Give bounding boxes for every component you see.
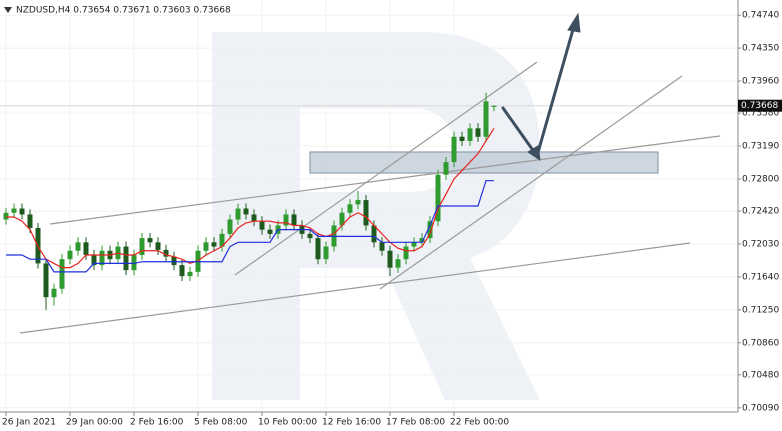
x-tick-label: 10 Feb 00:00 [258,418,317,428]
candle-body [411,242,417,247]
candle-body [483,101,489,137]
y-tick-label: 0.72030 [742,239,779,249]
candle-body [179,265,185,277]
candle-body [51,288,57,298]
candle-body [323,246,329,260]
candle-body [171,256,177,266]
x-tick-label: 2 Feb 16:00 [130,418,184,428]
candle-body [491,105,497,107]
candle-body [475,128,481,137]
candle-body [267,229,273,234]
y-tick-label: 0.71250 [742,305,779,315]
candle-body [139,238,145,255]
forecast-arrow [501,12,581,162]
candle-body [435,174,441,222]
y-tick-label: 0.73190 [742,142,779,152]
watermark [212,32,540,400]
candle-body [347,204,353,213]
candle-body [283,214,289,226]
y-tick-label: 0.71640 [742,272,779,282]
candle-body [3,212,9,220]
candle-body [379,242,385,251]
x-tick-label: 22 Feb 00:00 [450,418,509,428]
candle-body [19,208,25,215]
current-price-box [738,99,782,112]
candle-body [395,259,401,268]
symbol-icon [4,7,12,13]
series [3,92,497,310]
y-tick-label: 0.73960 [742,77,779,87]
x-tick-label: 26 Jan 2021 [2,418,56,428]
candle-body [27,214,33,228]
current-price-label: 0.73668 [741,101,778,111]
candle-body [315,238,321,260]
candle-body [131,254,137,271]
candle-body [163,249,169,257]
candle-body [259,221,265,230]
candle-body [291,214,297,226]
candle-body [11,208,17,213]
candle-body [75,242,81,251]
x-tick-label: 12 Feb 16:00 [322,418,381,428]
candle-body [387,250,393,268]
candle-body [43,263,49,298]
candle-body [363,200,369,226]
channel-line [234,61,538,276]
x-tick-label: 29 Jan 00:00 [66,418,123,428]
candle-body [147,238,153,243]
candle-body [467,128,473,141]
channel-line [49,135,721,225]
candle-body [187,271,193,277]
grid [0,0,738,412]
candle-body [83,242,89,255]
candle-body [355,200,361,205]
candle-body [371,225,377,243]
candle-body [155,242,161,250]
candle-body [211,242,217,247]
y-tick-label: 0.70860 [742,338,779,348]
indicator-line [6,128,495,269]
channel-line [19,242,691,334]
candle-body [339,212,345,226]
candle-body [251,214,257,222]
y-tick-label: 0.72800 [742,174,779,184]
candle-body [59,259,65,289]
candle-body [307,233,313,239]
y-tick-label: 0.70090 [742,403,779,413]
candle-body [203,242,209,251]
annotations [19,61,721,334]
candle-body [443,162,449,175]
candle-body [91,254,97,266]
candle-body [219,233,225,247]
x-tick-label: 17 Feb 08:00 [386,418,445,428]
y-tick-label: 0.73580 [742,109,779,119]
indicator-line [6,180,494,273]
candle-body [459,136,465,141]
y-tick-label: 0.72420 [742,207,779,217]
candle-body [227,219,233,234]
y-tick-label: 0.74740 [742,11,779,21]
x-tick-label: 5 Feb 08:00 [194,418,248,428]
candle-body [123,246,129,271]
candle-body [235,208,241,220]
candle-body [67,250,73,260]
resistance-zone [309,151,659,174]
candle-body [403,246,409,260]
candle-body [99,250,105,266]
candle-body [451,136,457,163]
candle-body [243,208,249,215]
chart-title: NZDUSD,H4 0.73654 0.73671 0.73603 0.7366… [16,6,231,16]
y-tick-label: 0.74350 [742,44,779,54]
candle-body [419,238,425,243]
candle-body [427,221,433,239]
channel-line [379,75,683,290]
y-tick-label: 0.70480 [742,370,779,380]
